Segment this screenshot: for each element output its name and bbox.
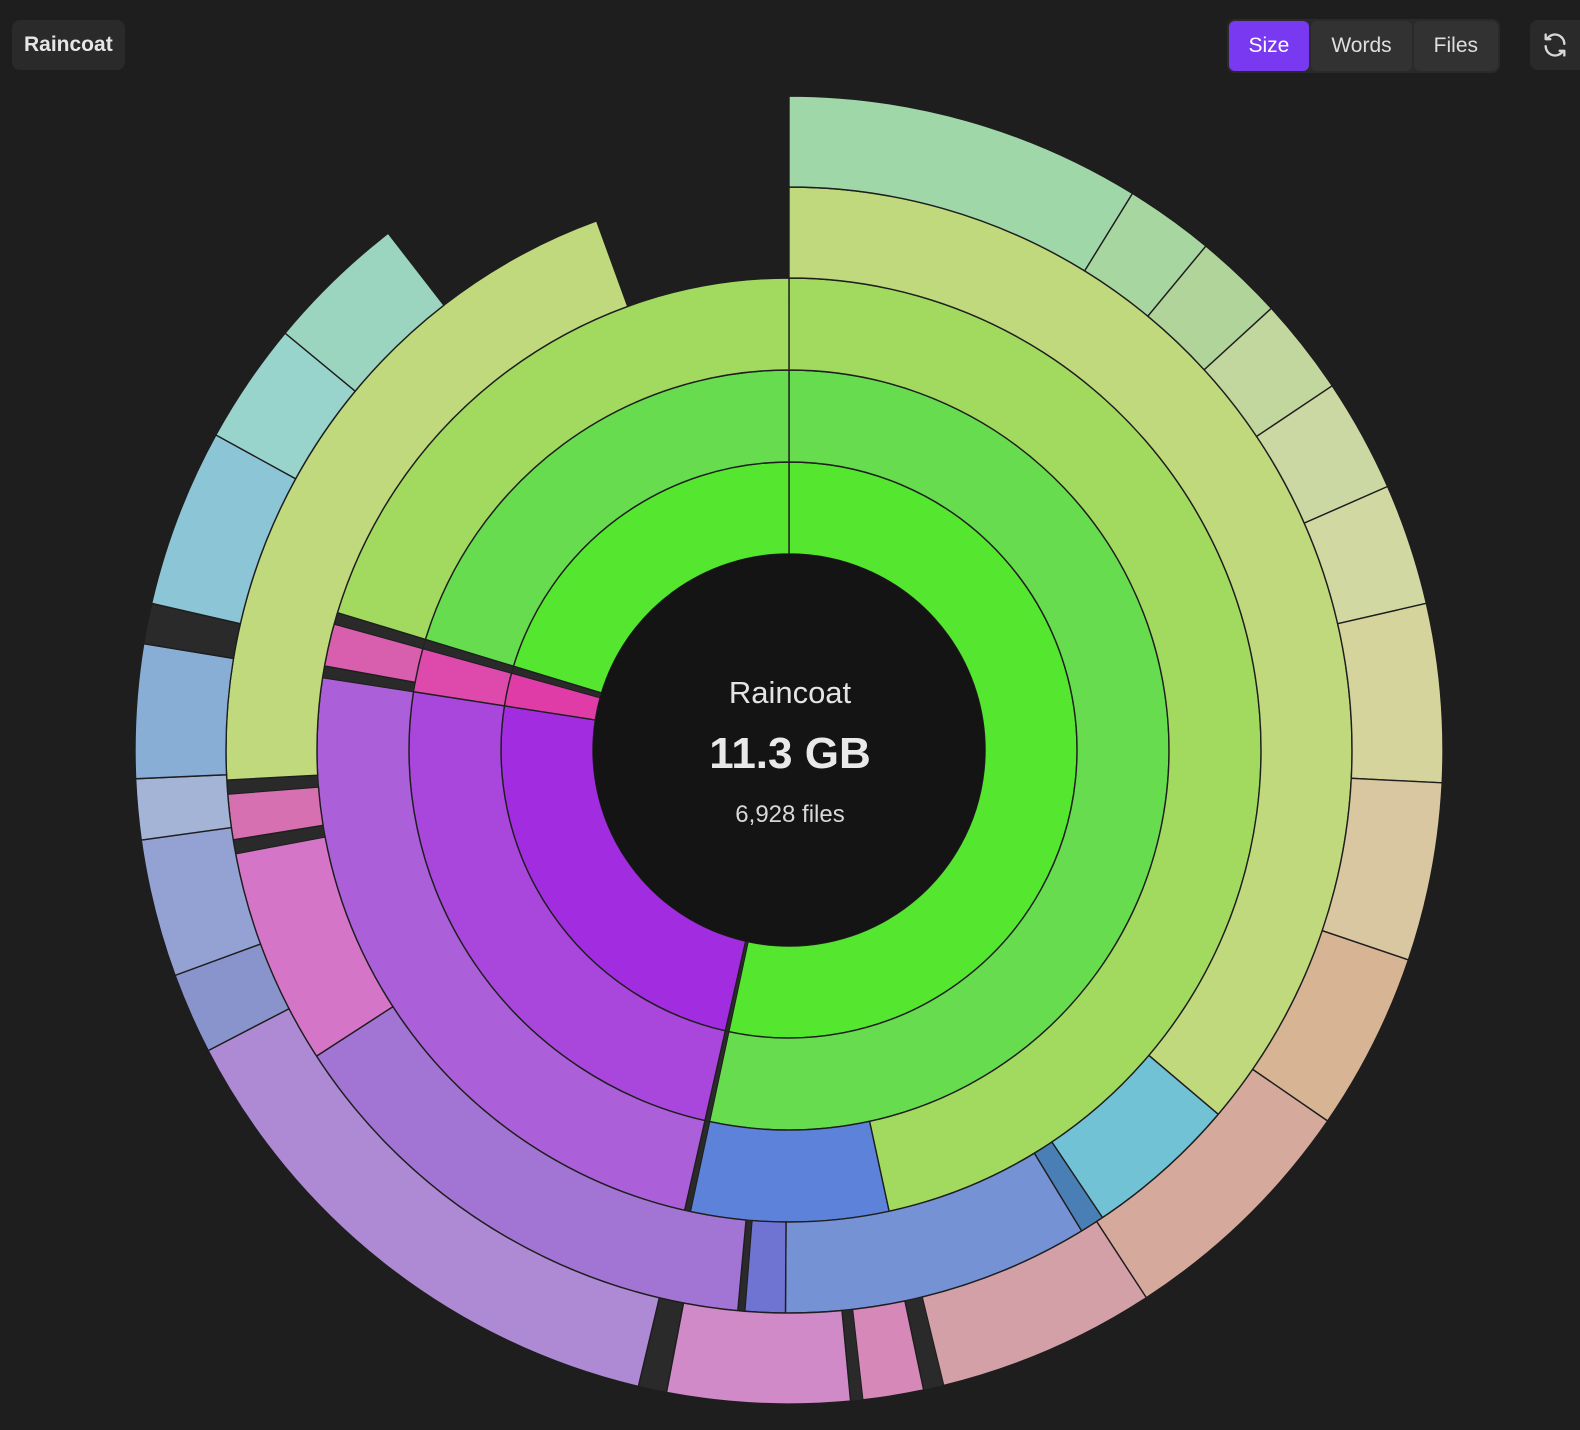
sunburst-segment-ring5-14[interactable] <box>665 1302 852 1405</box>
sunburst-segment-ring5-24[interactable] <box>284 232 445 393</box>
sunburst-segment-ring5-20[interactable] <box>134 642 235 780</box>
metric-toggle: Size Words Files <box>1226 19 1500 73</box>
metric-files-button[interactable]: Files <box>1413 21 1498 71</box>
sunburst-segment-ring3-1[interactable] <box>689 1120 890 1223</box>
refresh-button[interactable] <box>1530 20 1580 70</box>
sunburst-center-hole[interactable] <box>593 554 985 946</box>
vault-name-button[interactable]: Raincoat <box>12 20 125 70</box>
metric-size-button[interactable]: Size <box>1228 21 1310 71</box>
refresh-icon <box>1544 33 1566 57</box>
sunburst-segment-ring5-6[interactable] <box>1336 602 1444 784</box>
metric-words-button[interactable]: Words <box>1311 21 1412 71</box>
